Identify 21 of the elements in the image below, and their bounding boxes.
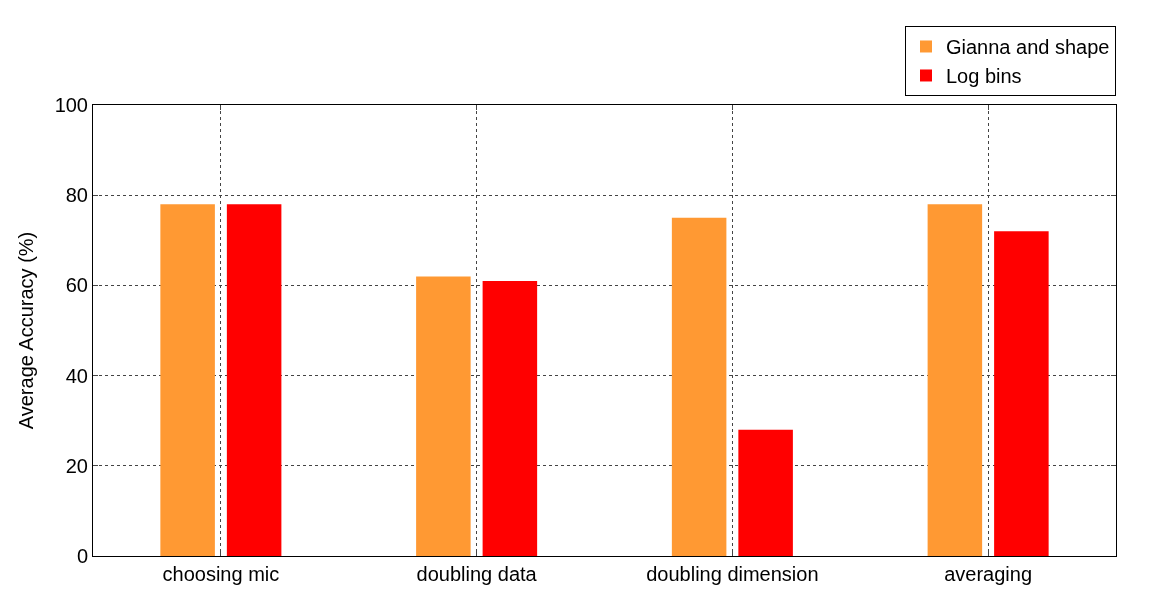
bar (416, 276, 471, 556)
y-tick-label: 0 (76, 545, 88, 567)
x-tick-label: doubling data (416, 563, 538, 585)
y-tick-label: 20 (65, 454, 88, 477)
bar (226, 204, 282, 556)
legend-label: Gianna and shape (946, 36, 1110, 59)
bar (482, 280, 538, 556)
bar (671, 217, 727, 556)
x-tick-label: averaging (944, 563, 1033, 585)
bar (160, 204, 215, 556)
y-tick-label: 60 (65, 274, 88, 297)
bar (994, 231, 1049, 556)
bar (738, 429, 793, 556)
legend-label: Log bins (946, 65, 1022, 88)
y-tick-label: 80 (65, 184, 88, 207)
x-tick-label: doubling dimension (646, 563, 819, 585)
y-axis-title: Average Accuracy (%) (15, 231, 38, 430)
y-tick-label: 100 (54, 94, 88, 116)
y-tick-label: 40 (65, 364, 88, 387)
bar (927, 204, 983, 556)
x-tick-label: choosing mic (162, 563, 280, 585)
